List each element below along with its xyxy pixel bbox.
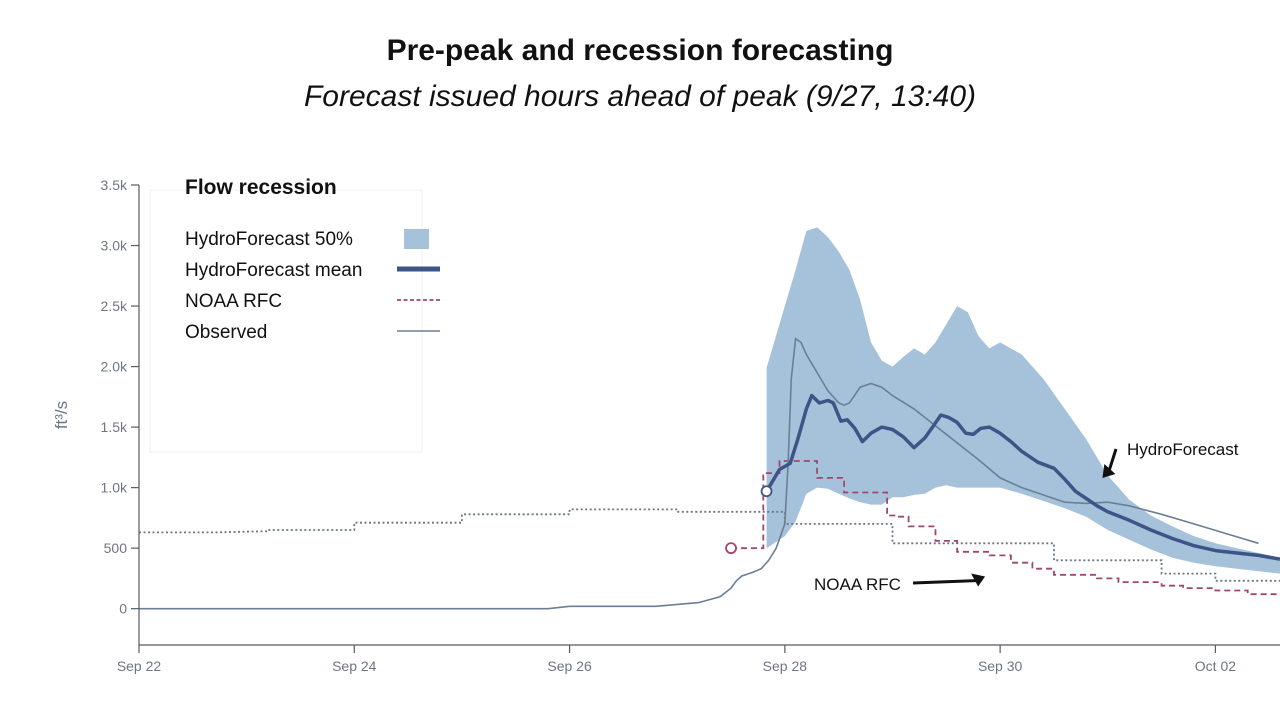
issue-marker-1 (725, 542, 737, 555)
legend-label-1: HydroForecast mean (185, 260, 362, 281)
y-tick-label-3: 1.5k (101, 419, 128, 435)
annotation-hydroforecast-arrowhead (1102, 463, 1116, 478)
annotation-noaa-arrowhead (971, 573, 986, 587)
x-tick-label-3: Sep 28 (763, 658, 808, 674)
annotation-noaa-label: NOAA RFC (814, 575, 901, 594)
annotation-noaa-arrow (912, 578, 980, 585)
legend-title: Flow recession (185, 176, 337, 199)
series-layer (139, 227, 1280, 610)
annotations-layer: HydroForecast NOAA RFC (814, 440, 1239, 594)
annotation-hydroforecast-label: HydroForecast (1127, 440, 1239, 459)
legend-box (149, 189, 423, 453)
legend-label-0: HydroForecast 50% (185, 229, 353, 250)
y-axis-label: ft³/s (52, 401, 71, 429)
x-tick-label-5: Oct 02 (1195, 658, 1236, 674)
x-tick-label-2: Sep 26 (547, 658, 592, 674)
x-tick-label-1: Sep 24 (332, 658, 377, 674)
series-observed (139, 337, 1259, 610)
y-tick-label-5: 2.5k (101, 298, 128, 314)
y-tick-label-1: 500 (104, 540, 128, 556)
legend-label-2: NOAA RFC (185, 291, 282, 312)
axes-layer: 0 500 1.0k 1.5k 2.0k 2.5k 3.0k 3.5k Sep 22 Sep 24… (52, 177, 1280, 674)
y-tick-label-0: 0 (119, 601, 127, 617)
legend-swatch-band (404, 229, 429, 249)
x-tick-label-4: Sep 30 (978, 658, 1023, 674)
y-tick-label-7: 3.5k (101, 177, 128, 193)
series-hydroforecast-mean (765, 393, 1280, 561)
y-tick-label-4: 2.0k (101, 359, 128, 375)
x-tick-label-0: Sep 22 (117, 658, 162, 674)
chart-title: Pre-peak and recession forecasting (386, 34, 894, 67)
chart-subtitle: Forecast issued hours ahead of peak (9/2… (303, 80, 977, 113)
band-hydroforecast-50 (766, 227, 1280, 574)
y-tick-label-6: 3.0k (101, 238, 128, 254)
y-tick-label-2: 1.0k (101, 480, 128, 496)
issue-marker-0 (760, 485, 773, 498)
legend-label-3: Observed (185, 322, 267, 343)
legend: Flow recession HydroForecast 50% HydroFore… (149, 176, 440, 453)
